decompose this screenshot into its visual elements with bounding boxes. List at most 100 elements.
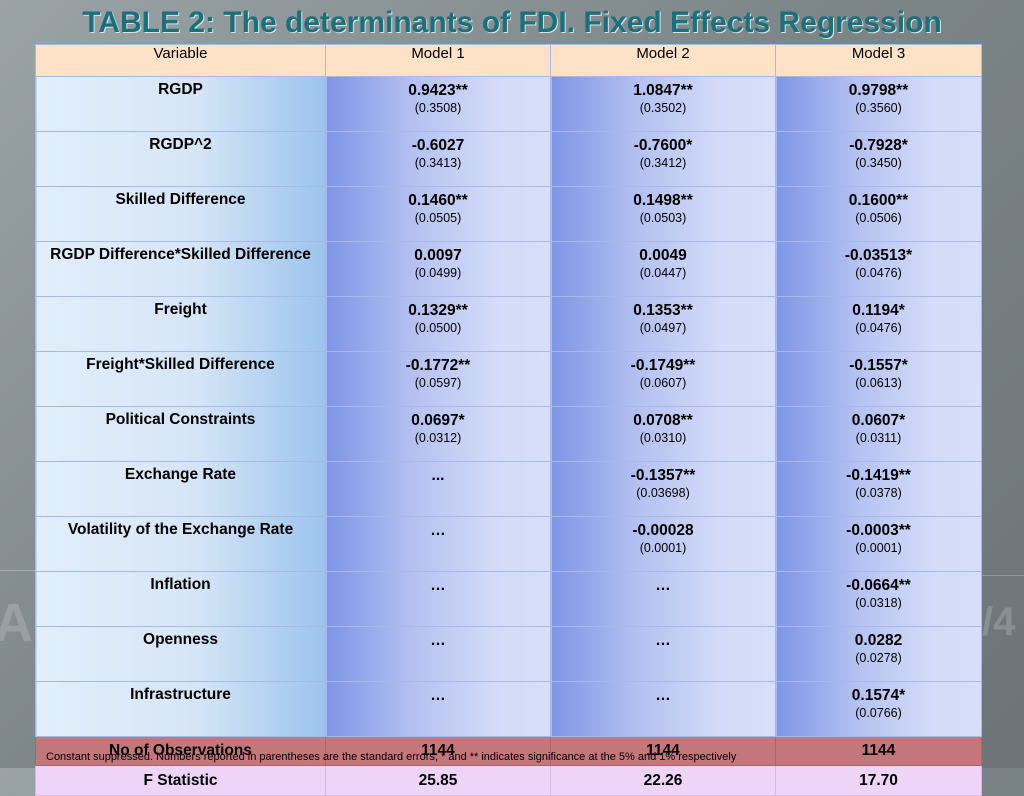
standard-error: (0.3412) xyxy=(639,156,687,170)
coefficient: -0.1357** xyxy=(630,467,696,484)
variable-name: Openness xyxy=(35,626,326,682)
coefficient: 0.9798** xyxy=(848,82,909,99)
coefficient: 0.0607* xyxy=(851,412,906,429)
table-footnote: Constant suppressed. Numbers reported in… xyxy=(46,751,737,763)
table-row: Infrastructure … … 0.1574* (0.0766) xyxy=(35,681,982,737)
coefficient: ... xyxy=(431,467,445,484)
model-2-cell: -0.1749** (0.0607) xyxy=(550,351,776,407)
coefficient: … xyxy=(430,632,446,649)
standard-error: (0.0318) xyxy=(855,596,902,610)
table-row: Political Constraints 0.0697* (0.0312) 0.… xyxy=(35,406,982,462)
coefficient: -0.00028 xyxy=(632,522,694,539)
f-statistic-model-2: 22.26 xyxy=(550,765,776,796)
standard-error: (0.0506) xyxy=(855,211,902,225)
coefficient: 0.1498** xyxy=(633,192,693,209)
coefficient: … xyxy=(655,577,671,594)
coefficient: 0.0097 xyxy=(414,247,462,264)
slide-title: TABLE 2: The determinants of FDI. Fixed … xyxy=(82,6,942,39)
coefficient: 0.1460** xyxy=(408,192,468,209)
standard-error: (0.0500) xyxy=(414,321,462,335)
f-statistic-model-3: 17.70 xyxy=(775,765,982,796)
coefficient: -0.0003** xyxy=(846,522,911,539)
standard-error: (0.0503) xyxy=(639,211,687,225)
coefficient: 0.0049 xyxy=(639,247,687,264)
model-1-cell: 0.1329** (0.0500) xyxy=(325,296,551,352)
model-1-cell: 0.9423** (0.3508) xyxy=(325,76,551,132)
coefficient: 0.9423** xyxy=(408,82,468,99)
standard-error: (0.3560) xyxy=(855,101,902,115)
variable-name: Exchange Rate xyxy=(35,461,326,517)
standard-error: (0.3508) xyxy=(414,101,462,115)
f-statistic-model-1: 25.85 xyxy=(325,765,551,796)
table-header-row: Variable Model 1 Model 2 Model 3 xyxy=(35,44,982,77)
coefficient: -0.03513* xyxy=(844,247,913,264)
model-3-cell: -0.7928* (0.3450) xyxy=(775,131,982,187)
model-3-cell: 0.1194* (0.0476) xyxy=(775,296,982,352)
regression-table: Variable Model 1 Model 2 Model 3 RGDP 0.… xyxy=(35,44,982,796)
observations-model-2: 1144 xyxy=(550,736,776,766)
variable-name: Political Constraints xyxy=(35,406,326,462)
table-row: RGDP 0.9423** (0.3508) 1.0847** (0.3502) 0… xyxy=(35,76,982,132)
coefficient: -0.6027 xyxy=(411,137,465,154)
standard-error: (0.0613) xyxy=(855,376,902,390)
model-3-cell: -0.0664** (0.0318) xyxy=(775,571,982,627)
model-1-cell: … xyxy=(325,571,551,627)
coefficient: -0.1557* xyxy=(849,357,908,374)
f-statistic-row: F Statistic 25.85 22.26 17.70 xyxy=(35,765,982,796)
coefficient: -0.0664** xyxy=(846,577,911,594)
table-row: Freight 0.1329** (0.0500) 0.1353** (0.0497… xyxy=(35,296,982,352)
model-2-cell: -0.00028 (0.0001) xyxy=(550,516,776,572)
standard-error: (0.0001) xyxy=(639,541,687,555)
standard-error: (0.0766) xyxy=(855,706,902,720)
coefficient: 1.0847** xyxy=(633,82,693,99)
model-1-cell: -0.1772** (0.0597) xyxy=(325,351,551,407)
table-row: Freight*Skilled Difference -0.1772** (0.0… xyxy=(35,351,982,407)
coefficient: -0.7928* xyxy=(849,137,908,154)
standard-error: (0.3502) xyxy=(639,101,687,115)
model-1-cell: … xyxy=(325,626,551,682)
model-1-cell: … xyxy=(325,516,551,572)
variable-name: Volatility of the Exchange Rate xyxy=(35,516,326,572)
model-3-cell: -0.03513* (0.0476) xyxy=(775,241,982,297)
variable-name: RGDP Difference*Skilled Difference xyxy=(35,241,326,297)
model-3-cell: 0.0282 (0.0278) xyxy=(775,626,982,682)
model-3-cell: 0.1574* (0.0766) xyxy=(775,681,982,737)
table-row: Inflation … … -0.0664** (0.0318) xyxy=(35,571,982,627)
table-row: RGDP^2 -0.6027 (0.3413) -0.7600* (0.3412) … xyxy=(35,131,982,187)
standard-error: (0.0597) xyxy=(414,376,462,390)
model-3-cell: -0.0003** (0.0001) xyxy=(775,516,982,572)
coefficient: 0.1600** xyxy=(848,192,909,209)
variable-name: Inflation xyxy=(35,571,326,627)
table-row: RGDP Difference*Skilled Difference 0.009… xyxy=(35,241,982,297)
model-2-cell: 0.0708** (0.0310) xyxy=(550,406,776,462)
coefficient: … xyxy=(655,687,671,704)
table-row: Exchange Rate ... -0.1357** (0.03698) -0.… xyxy=(35,461,982,517)
standard-error: (0.0497) xyxy=(639,321,687,335)
model-2-cell: … xyxy=(550,626,776,682)
standard-error: (0.0378) xyxy=(855,486,902,500)
coefficient: … xyxy=(430,577,446,594)
coefficient: 0.1353** xyxy=(633,302,693,319)
model-1-cell: 0.0697* (0.0312) xyxy=(325,406,551,462)
coefficient: -0.1749** xyxy=(630,357,696,374)
coefficient: -0.7600* xyxy=(633,137,693,154)
standard-error: (0.0310) xyxy=(639,431,687,445)
standard-error: (0.0278) xyxy=(855,651,902,665)
coefficient: … xyxy=(430,522,446,539)
model-3-cell: 0.0607* (0.0311) xyxy=(775,406,982,462)
observations-label: No of Observations xyxy=(35,736,326,766)
observations-model-1: 1144 xyxy=(325,736,551,766)
coefficient: … xyxy=(430,687,446,704)
standard-error: (0.0499) xyxy=(414,266,462,280)
observations-row: No of Observations 1144 1144 1144 xyxy=(35,736,982,766)
model-2-cell: … xyxy=(550,571,776,627)
standard-error: (0.0447) xyxy=(639,266,687,280)
variable-name: RGDP xyxy=(35,76,326,132)
variable-name: Freight xyxy=(35,296,326,352)
variable-name: Infrastructure xyxy=(35,681,326,737)
model-3-cell: 0.9798** (0.3560) xyxy=(775,76,982,132)
header-variable: Variable xyxy=(35,44,326,77)
model-3-cell: 0.1600** (0.0506) xyxy=(775,186,982,242)
coefficient: -0.1419** xyxy=(846,467,911,484)
standard-error: (0.03698) xyxy=(636,486,690,500)
